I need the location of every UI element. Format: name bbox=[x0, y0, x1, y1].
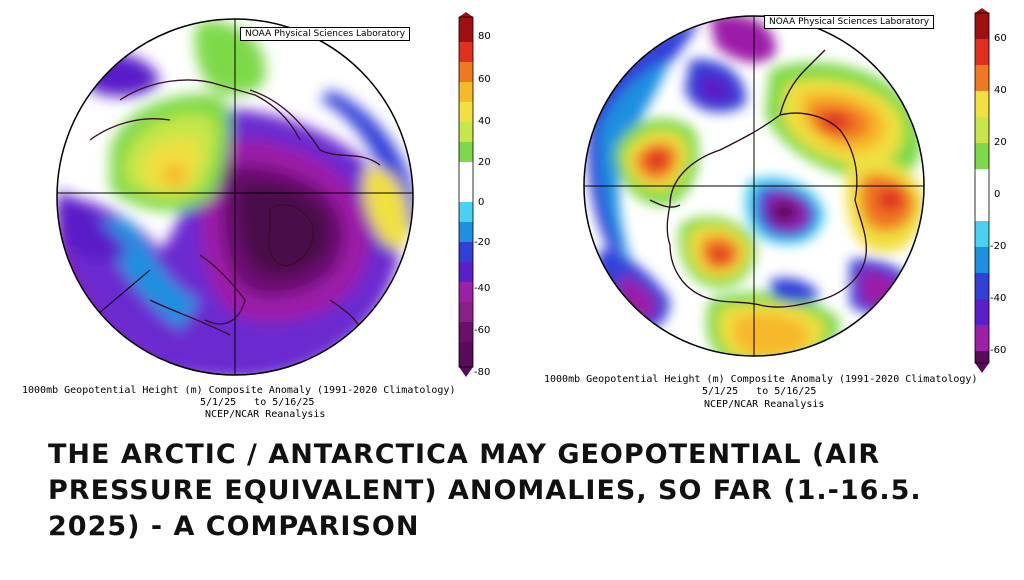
antarctica-tick-0: 0 bbox=[994, 189, 1001, 200]
arctic-map-panel: NOAA Physical Sciences Laboratory 1000mb… bbox=[0, 0, 500, 420]
arctic-tick-0: 0 bbox=[478, 197, 485, 208]
antarctica-caption-line1: 1000mb Geopotential Height (m) Composite… bbox=[544, 374, 978, 385]
arctic-tick-minus80: -80 bbox=[474, 367, 491, 378]
arctic-tick-80: 80 bbox=[478, 31, 491, 42]
antarctica-tick-minus60: -60 bbox=[990, 345, 1007, 356]
antarctica-credit-label: NOAA Physical Sciences Laboratory bbox=[764, 15, 935, 29]
arctic-tick-20: 20 bbox=[478, 157, 491, 168]
arctic-tick-minus40: -40 bbox=[474, 283, 491, 294]
arctic-tick-60: 60 bbox=[478, 74, 491, 85]
antarctica-colorbar bbox=[974, 8, 990, 373]
antarctica-caption-line3: NCEP/NCAR Reanalysis bbox=[704, 399, 825, 410]
antarctica-tick-20: 20 bbox=[994, 137, 1007, 148]
arctic-caption-line3: NCEP/NCAR Reanalysis bbox=[205, 409, 326, 420]
arctic-tick-minus60: -60 bbox=[474, 325, 491, 336]
antarctica-tick-60: 60 bbox=[994, 33, 1007, 44]
arctic-colorbar bbox=[458, 12, 474, 377]
arctic-tick-minus20: -20 bbox=[474, 237, 491, 248]
arctic-caption-line2: 5/1/25 to 5/16/25 bbox=[200, 397, 315, 408]
arctic-tick-40: 40 bbox=[478, 116, 491, 127]
antarctica-map-panel: NOAA Physical Sciences Laboratory 1000mb… bbox=[520, 0, 1024, 420]
arctic-caption-line1: 1000mb Geopotential Height (m) Composite… bbox=[22, 385, 456, 396]
arctic-credit-label: NOAA Physical Sciences Laboratory bbox=[240, 27, 411, 41]
antarctica-tick-minus40: -40 bbox=[990, 293, 1007, 304]
page-title: THE ARCTIC / ANTARCTICA MAY GEOPOTENTIAL… bbox=[48, 439, 922, 542]
antarctica-tick-minus20: -20 bbox=[990, 241, 1007, 252]
antarctica-caption-line2: 5/1/25 to 5/16/25 bbox=[702, 386, 817, 397]
antarctica-tick-40: 40 bbox=[994, 85, 1007, 96]
arctic-map bbox=[56, 18, 414, 376]
antarctica-map bbox=[583, 15, 925, 357]
